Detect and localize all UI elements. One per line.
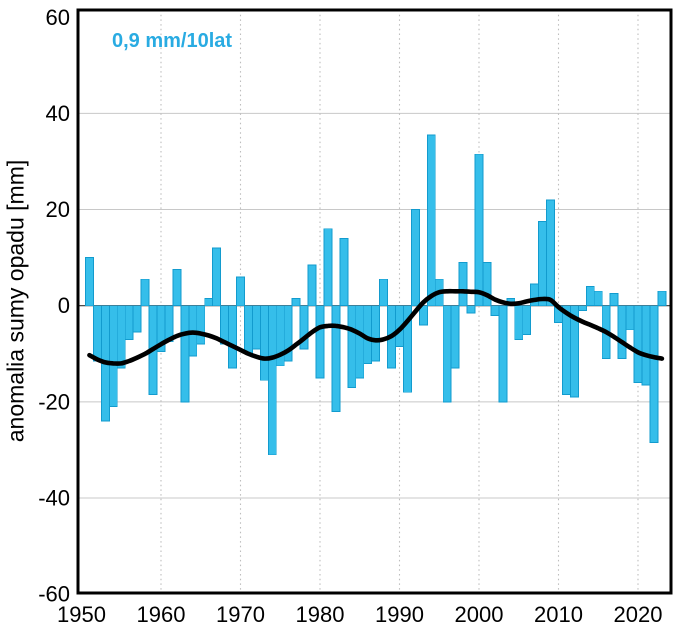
bar-2002 [490,305,500,316]
bar-1955 [116,305,126,369]
x-tick-label-1950: 1950 [57,602,106,627]
y-tick-label--40: -40 [38,485,70,510]
bar-2018 [617,305,627,360]
x-tick-label-1990: 1990 [375,602,424,627]
bar-1963 [180,305,190,403]
bar-1957 [132,305,142,333]
trend-line-group [87,288,665,366]
bar-1993 [418,305,428,326]
x-tick-label-2000: 2000 [455,602,504,627]
bar-2017 [609,293,619,307]
bar-1956 [124,305,134,340]
bar-1958 [140,278,150,307]
bar-2009 [546,199,555,307]
bar-2013 [577,305,587,311]
bar-2015 [593,290,603,307]
y-axis-title: anomalia sumy opadu [mm] [2,159,29,443]
x-tick-label-1970: 1970 [216,602,265,627]
bar-1971 [244,305,253,355]
bar-1966 [204,298,214,307]
bar-1983 [339,237,349,307]
bar-1988 [379,278,389,307]
bar-1951 [85,257,94,307]
y-tick-label-0: 0 [58,293,70,318]
bar-1984 [347,305,357,388]
bar-1998 [458,261,468,307]
y-tick-label--60: -60 [38,582,70,607]
bar-1967 [212,247,222,307]
y-tick-label-20: 20 [46,197,70,222]
bars-group [85,134,667,456]
x-tick-label-1960: 1960 [137,602,186,627]
bar-1977 [291,298,301,307]
bar-1996 [442,305,452,403]
bar-1985 [355,305,365,379]
x-tick-label-2020: 2020 [614,602,663,627]
bar-2003 [498,305,508,403]
y-tick-label-40: 40 [46,101,70,126]
trend-annotation: 0,9 mm/10lat [112,30,233,52]
bar-1954 [108,305,118,408]
bar-1970 [236,276,245,307]
bar-2019 [625,305,635,331]
bar-2006 [522,305,532,335]
bar-1991 [403,305,412,393]
bar-2022 [649,305,659,444]
bar-1978 [299,305,309,350]
axis-group [76,8,673,595]
bar-1987 [371,305,381,362]
bar-1952 [92,305,102,362]
bar-1976 [283,305,293,362]
bar-1969 [228,305,237,369]
bar-2008 [538,221,548,307]
bar-1973 [259,305,269,381]
bar-1992 [410,209,420,307]
bar-1979 [307,264,317,307]
bar-1981 [323,228,333,307]
bar-1962 [172,269,182,307]
y-tick-label-60: 60 [46,5,70,30]
gridlines [78,10,671,593]
bar-1997 [450,305,460,369]
bar-1974 [267,305,277,456]
bar-2011 [562,305,571,396]
bar-2000 [474,153,484,307]
bar-1980 [315,305,325,379]
bar-1999 [466,305,476,314]
bar-2020 [633,305,643,384]
bar-2014 [585,286,595,307]
y-tick-label--20: -20 [38,389,70,414]
bar-1994 [426,134,436,307]
bar-1972 [251,305,261,350]
bar-1965 [196,305,206,345]
x-tick-label-1980: 1980 [296,602,345,627]
bar-2012 [569,305,579,398]
bar-2001 [482,261,492,307]
plot-border [76,8,673,595]
x-tick-label-2010: 2010 [534,602,583,627]
bar-1982 [331,305,341,412]
bar-2005 [514,305,524,340]
bar-2021 [641,305,651,386]
bar-2023 [657,290,667,307]
smoothed-trend-line [87,288,665,366]
